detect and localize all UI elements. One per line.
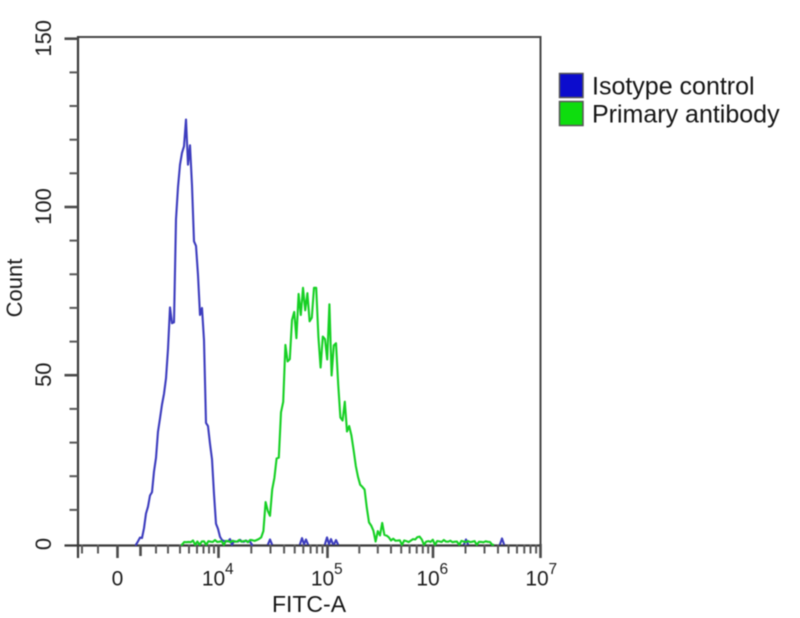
svg-text:7: 7 [549, 561, 558, 578]
svg-text:Count: Count [2, 259, 27, 318]
svg-text:0: 0 [31, 538, 56, 550]
svg-text:Primary antibody: Primary antibody [592, 101, 780, 129]
svg-text:150: 150 [31, 20, 56, 57]
svg-text:50: 50 [31, 362, 56, 386]
svg-text:4: 4 [225, 561, 234, 578]
svg-text:10: 10 [416, 568, 439, 591]
svg-text:5: 5 [334, 561, 343, 578]
svg-text:100: 100 [31, 188, 56, 225]
svg-text:10: 10 [202, 568, 225, 591]
svg-text:10: 10 [525, 568, 548, 591]
svg-text:0: 0 [112, 568, 124, 591]
svg-text:Isotype control: Isotype control [592, 73, 755, 101]
svg-text:6: 6 [440, 561, 449, 578]
svg-text:FITC-A: FITC-A [272, 591, 347, 617]
svg-text:10: 10 [311, 568, 334, 591]
